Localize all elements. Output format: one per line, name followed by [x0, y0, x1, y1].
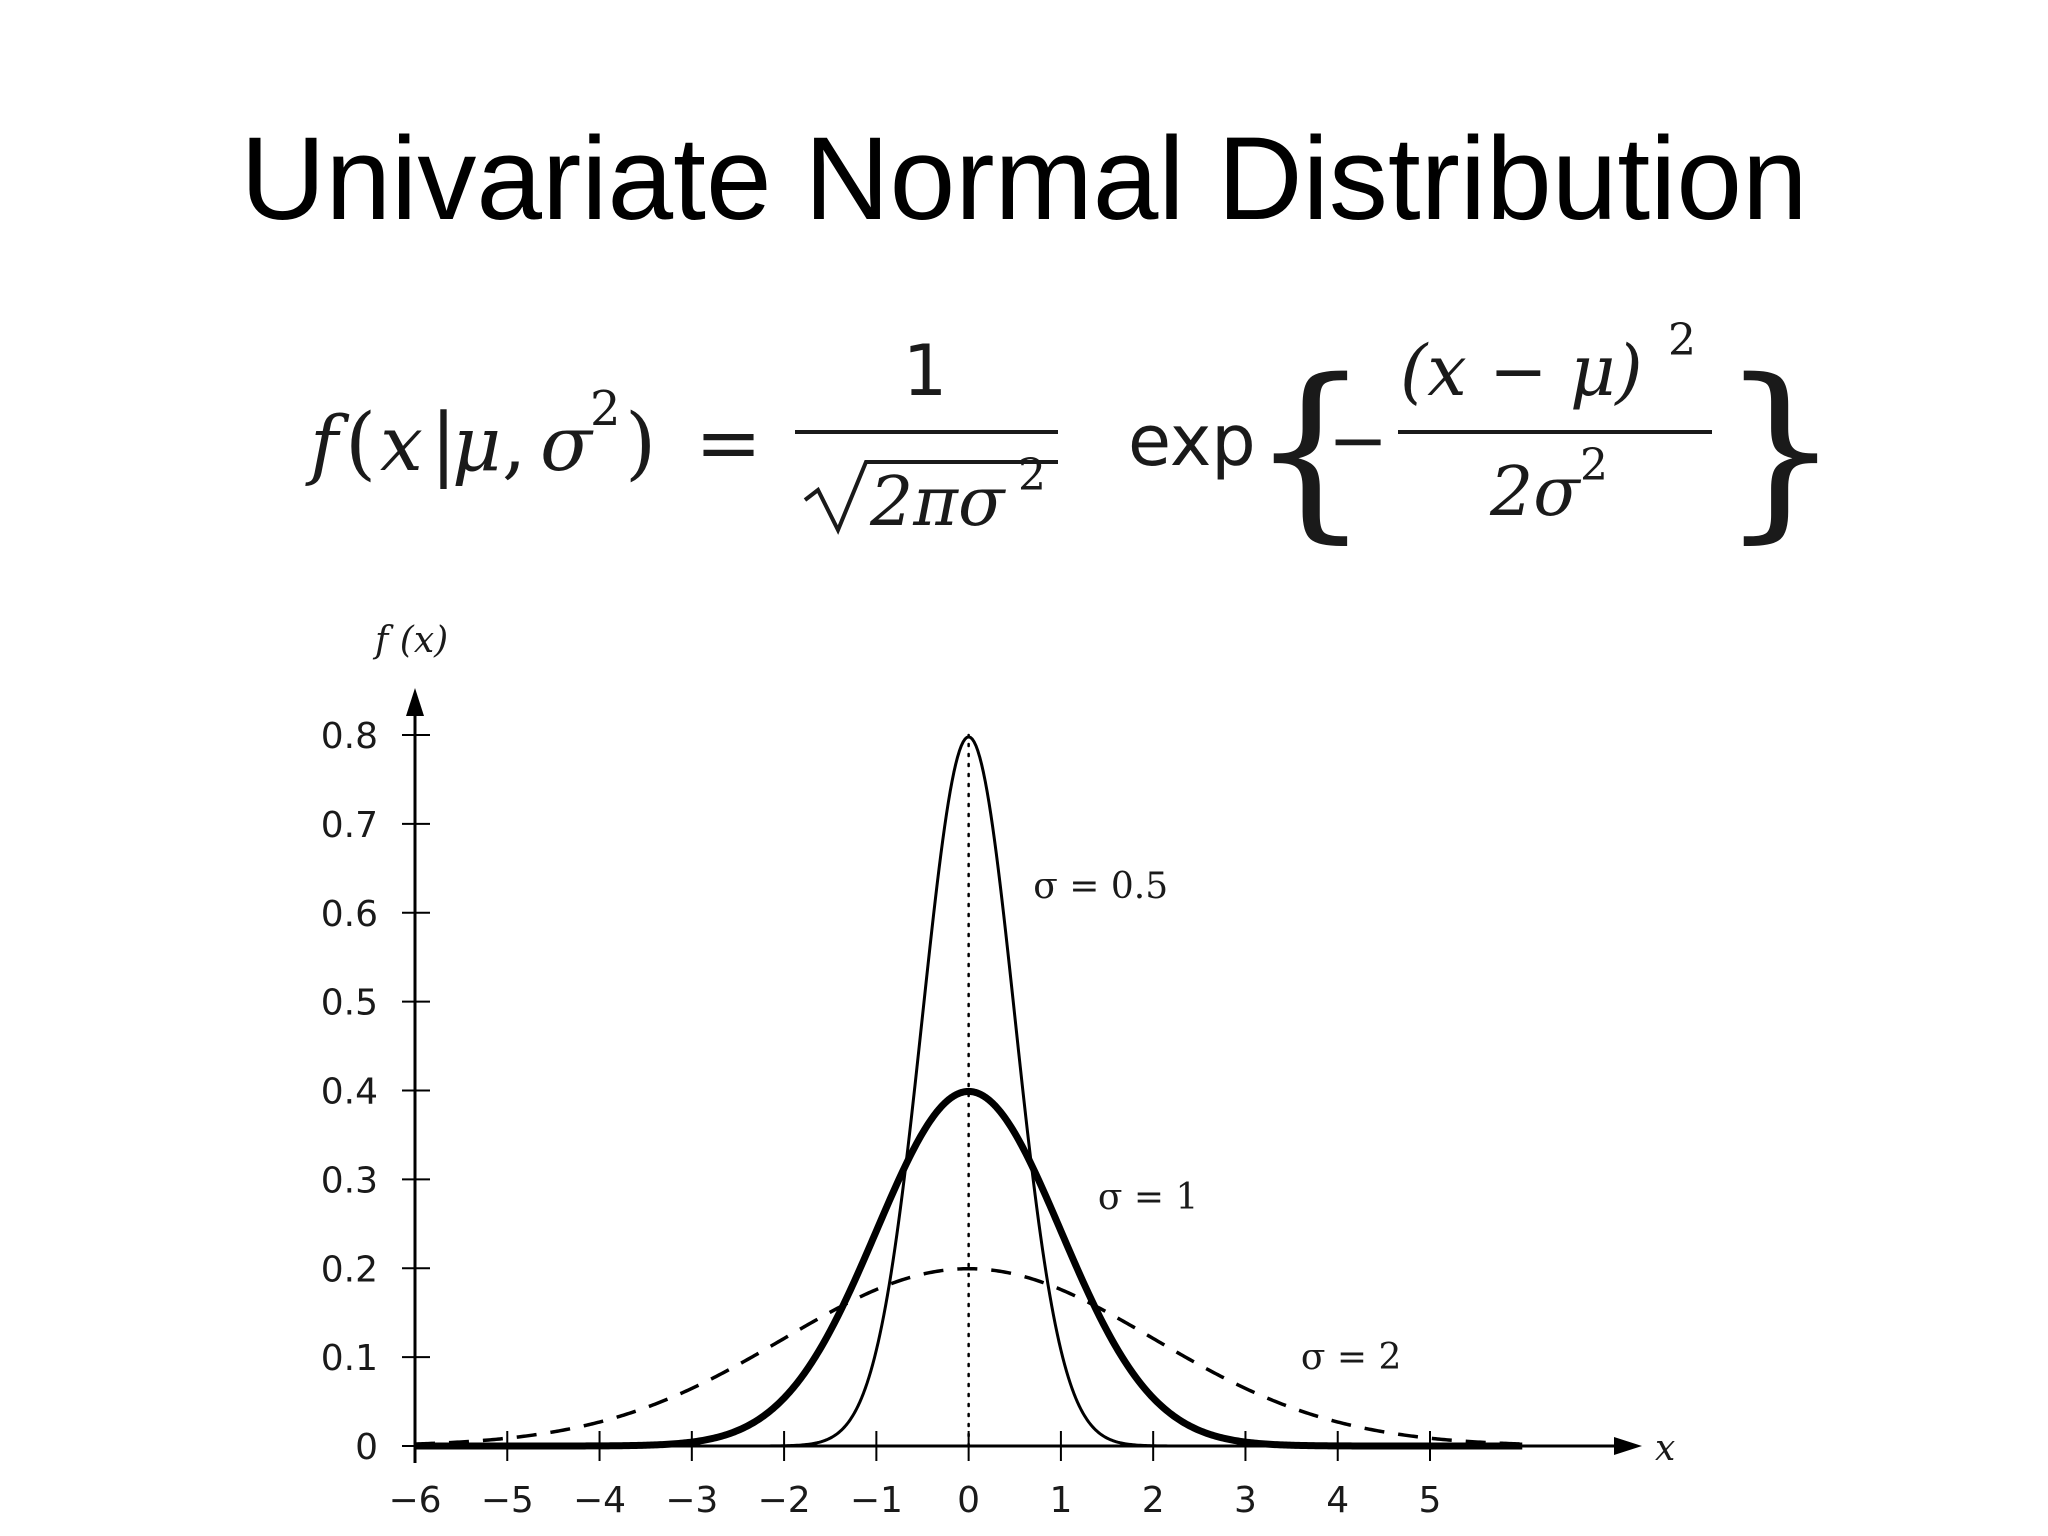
formula-x: x: [380, 399, 423, 488]
y-tick-label: 0.6: [321, 894, 378, 935]
formula-close-paren: ): [625, 396, 656, 489]
normal-pdf-formula: f ( x | μ , σ 2 ) = 1 2πσ 2 exp { − (x −…: [305, 315, 1841, 560]
x-tick-label: 1: [1049, 1480, 1072, 1521]
formula-minus: −: [1328, 398, 1388, 482]
x-tick-label: 2: [1142, 1480, 1165, 1521]
y-tick-label: 0.8: [321, 716, 378, 757]
x-tick-label: −6: [388, 1480, 441, 1521]
formula-inner-numerator-exp: 2: [1668, 315, 1696, 366]
x-ticks: −6 −5 −4 −3 −2 −1 0 1 2 3 4 5: [388, 1431, 1441, 1521]
y-ticks: 0 0.1 0.2 0.3 0.4 0.5 0.6 0.7 0.8: [321, 716, 430, 1468]
x-tick-label: 0: [957, 1480, 980, 1521]
x-tick-label: 3: [1234, 1480, 1257, 1521]
y-tick-label: 0: [355, 1427, 378, 1468]
formula-mu: μ: [452, 399, 501, 488]
formula-frac-denominator: 2πσ: [869, 463, 1006, 542]
x-tick-label: −4: [573, 1480, 626, 1521]
formula-bar: |: [430, 396, 457, 489]
x-tick-label: 5: [1419, 1480, 1442, 1521]
formula-inner-denominator: 2σ: [1489, 453, 1581, 532]
formula-brace-open: {: [1250, 339, 1371, 560]
formula-frac-denominator-exp: 2: [1018, 450, 1046, 501]
y-tick-label: 0.7: [321, 805, 378, 846]
y-tick-label: 0.2: [321, 1249, 378, 1290]
slide-title: Univariate Normal Distribution: [240, 113, 1808, 245]
formula-comma: ,: [502, 399, 526, 488]
formula-sigma-exp: 2: [590, 381, 621, 437]
formula-exp: exp: [1128, 400, 1256, 482]
formula-equals: =: [695, 396, 762, 489]
x-tick-label: −3: [665, 1480, 718, 1521]
formula-f: f: [305, 399, 350, 488]
formula-sigma: σ: [540, 399, 594, 488]
series-label: σ = 0.5: [1033, 866, 1168, 907]
formula-frac-numerator: 1: [903, 330, 948, 412]
formula-inner-numerator: (x − μ): [1400, 330, 1643, 412]
x-tick-label: −2: [758, 1480, 811, 1521]
y-tick-label: 0.5: [321, 983, 378, 1024]
y-axis-arrow-icon: [406, 688, 424, 716]
x-tick-label: −1: [850, 1480, 903, 1521]
sqrt-icon: [803, 460, 1058, 535]
formula-brace-close: }: [1720, 339, 1841, 560]
curves: [413, 735, 1524, 1450]
y-tick-label: 0.3: [321, 1160, 378, 1201]
formula-open-paren: (: [345, 396, 376, 489]
y-axis-label: f (x): [372, 620, 448, 661]
x-tick-label: −5: [481, 1480, 534, 1521]
x-axis-label: x: [1655, 1428, 1675, 1469]
formula-inner-denominator-exp: 2: [1580, 440, 1608, 491]
x-axis-arrow-icon: [1614, 1437, 1642, 1455]
x-tick-label: 4: [1326, 1480, 1349, 1521]
curve-sigma-2: [414, 1266, 1523, 1446]
curve-sigma-1: [413, 1087, 1524, 1450]
y-tick-label: 0.4: [321, 1072, 378, 1113]
normal-distribution-chart: 0 0.1 0.2 0.3 0.4 0.5 0.6 0.7 0.8 −6 −5 −4 −3 −2 −1 0 1…: [321, 620, 1676, 1521]
series-labels: σ = 0.5 σ = 1 σ = 2: [1033, 866, 1401, 1378]
series-label: σ = 1: [1098, 1177, 1199, 1218]
y-tick-label: 0.1: [321, 1338, 378, 1379]
series-label: σ = 2: [1301, 1337, 1402, 1378]
